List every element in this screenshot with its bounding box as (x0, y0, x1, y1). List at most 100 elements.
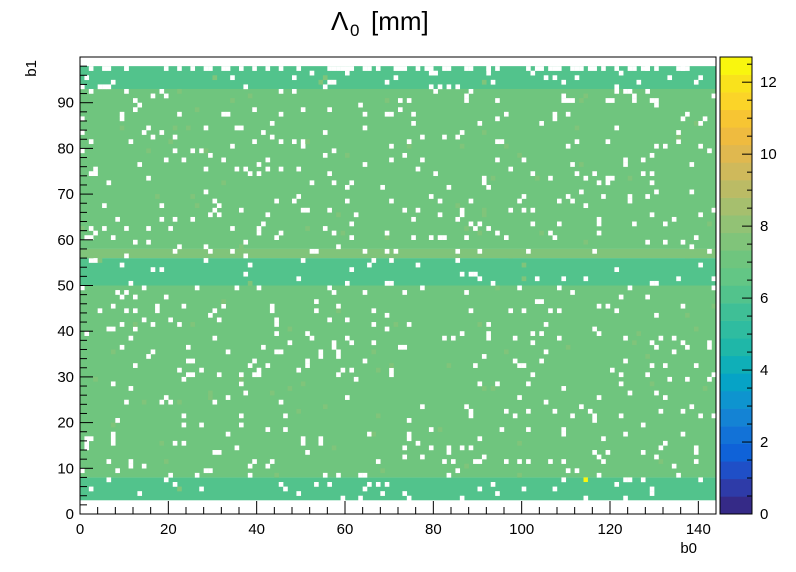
heatmap-cell (552, 116, 558, 122)
heatmap-cell (552, 75, 558, 81)
heatmap-cell (247, 262, 253, 268)
heatmap-cell (389, 367, 394, 373)
heatmap-cell (645, 239, 650, 245)
heatmap-cell (278, 482, 284, 487)
heatmap-cell (84, 331, 90, 336)
heatmap-cell (402, 344, 408, 350)
heatmap-cell (300, 207, 306, 213)
heatmap-cell (685, 253, 690, 259)
color-scale-swatch (720, 426, 752, 444)
heatmap-cell (411, 235, 416, 240)
heatmap-cell (495, 285, 500, 291)
heatmap-cell (389, 157, 394, 163)
heatmap-cell (208, 248, 213, 254)
heatmap-cell (499, 139, 505, 145)
heatmap-cell (663, 440, 668, 446)
heatmap-cell (658, 445, 664, 451)
heatmap-cell (345, 317, 350, 323)
heatmap-cell (495, 98, 500, 103)
heatmap-cell (300, 139, 306, 145)
heatmap-cell (543, 349, 549, 355)
heatmap-cell (428, 235, 434, 240)
heatmap-cell (411, 120, 416, 126)
heatmap-cell (234, 125, 240, 131)
heatmap-cell (685, 344, 690, 350)
heatmap-cell (468, 408, 474, 414)
heatmap-cell (552, 408, 558, 414)
heatmap-cell (649, 280, 655, 286)
heatmap-cell (80, 226, 85, 231)
heatmap-cell (88, 88, 94, 94)
heatmap-cell (146, 354, 151, 359)
heatmap-cell (106, 326, 112, 332)
heatmap-cell (256, 230, 262, 236)
heatmap-cell (693, 450, 699, 455)
heatmap-cell (212, 75, 218, 81)
heatmap-cell (433, 88, 438, 94)
heatmap-cell (274, 331, 279, 336)
color-scale-tick-label: 2 (760, 434, 768, 451)
heatmap-cell (256, 162, 262, 167)
heatmap-cell (526, 427, 531, 432)
heatmap-cell (349, 221, 355, 227)
heatmap-cell (384, 235, 390, 240)
heatmap-cell (177, 88, 182, 94)
heatmap-cell (274, 322, 279, 327)
color-scale-swatch (720, 57, 752, 75)
heatmap-cell (384, 312, 390, 318)
heatmap-cell (327, 317, 332, 323)
heatmap-cell (353, 212, 359, 218)
heatmap-cell (199, 367, 204, 373)
heatmap-cell (115, 290, 120, 295)
heatmap-cell (309, 180, 315, 186)
heatmap-cell (155, 308, 160, 314)
color-scale-tick-label: 6 (760, 290, 768, 307)
heatmap-cell (239, 376, 244, 382)
heatmap-cell (574, 66, 580, 71)
heatmap-cell (592, 413, 597, 419)
heatmap-cell (627, 88, 633, 94)
heatmap-cell (645, 372, 650, 378)
heatmap-cell (336, 303, 341, 309)
heatmap-cell (464, 226, 469, 231)
y-tick-label: 70 (57, 186, 74, 203)
heatmap-cell (269, 120, 275, 126)
heatmap-cell (495, 116, 500, 122)
heatmap-cell (490, 280, 496, 286)
heatmap-cell (314, 308, 319, 314)
heatmap-cell (428, 445, 434, 451)
heatmap-cell (428, 84, 434, 90)
color-scale-swatch (720, 74, 752, 93)
heatmap-cell (499, 427, 505, 432)
heatmap-cell (261, 344, 266, 350)
color-scale-tick-label: 12 (760, 74, 777, 91)
heatmap-cell (557, 335, 562, 341)
heatmap-cell (420, 454, 425, 460)
heatmap-cell (495, 381, 500, 387)
heatmap-cell (601, 436, 606, 442)
heatmap-cell (605, 98, 611, 103)
heatmap-cell (349, 267, 355, 272)
heatmap-cell (261, 130, 266, 135)
heatmap-cell (420, 157, 425, 163)
heatmap-cell (110, 79, 116, 85)
color-scale-swatch (720, 92, 752, 111)
heatmap-cell (592, 171, 597, 177)
heatmap-cell (473, 271, 478, 277)
heatmap-cell (110, 235, 116, 240)
heatmap-cell (521, 157, 527, 163)
heatmap-cell (464, 463, 469, 469)
heatmap-cell (574, 75, 580, 81)
heatmap-cell (565, 98, 571, 103)
heatmap-cell (539, 358, 544, 364)
heatmap-cell (464, 98, 469, 103)
heatmap-cell (190, 216, 196, 222)
heatmap-cell (601, 194, 606, 199)
heatmap-cell (358, 102, 363, 108)
heatmap-cell (84, 440, 90, 446)
heatmap-cell (707, 344, 712, 350)
heatmap-cell (711, 276, 717, 282)
heatmap-cell (420, 134, 425, 140)
heatmap-cell (163, 157, 169, 163)
heatmap-cell (579, 98, 584, 103)
